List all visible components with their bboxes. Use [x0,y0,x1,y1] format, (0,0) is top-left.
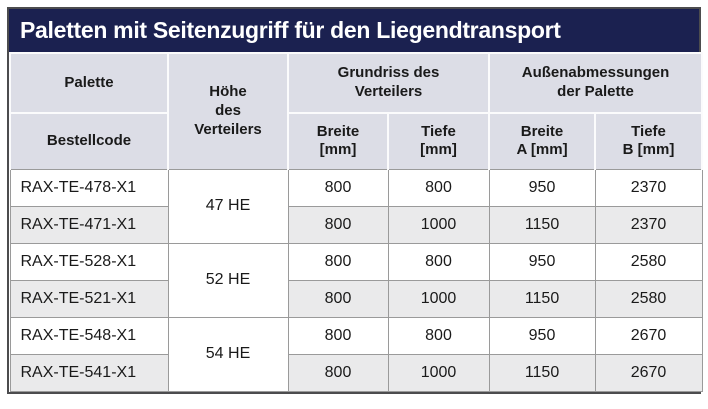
tiefe-b-cell: 2670 [594,316,703,355]
breite-cell: 800 [287,316,389,355]
tiefe-cell: 1000 [387,353,490,392]
pallet-spec-table: Palette Höhe des Verteilers Grundriss de… [9,52,704,392]
table-frame: Paletten mit Seitenzugriff für den Liege… [7,7,704,394]
table-row: RAX-TE-471-X1 800 1000 1150 2370 [9,205,703,244]
breite-cell: 800 [287,242,389,281]
bestellcode-cell: RAX-TE-478-X1 [9,168,169,207]
tiefe-cell: 800 [387,168,490,207]
col-header-palette: Palette [9,52,169,114]
breite-a-cell: 1150 [488,353,596,392]
bestellcode-cell: RAX-TE-541-X1 [9,353,169,392]
hoehe-cell: 52 HE [167,242,289,318]
tiefe-cell: 1000 [387,279,490,318]
breite-a-cell: 950 [488,316,596,355]
table-row: RAX-TE-541-X1 800 1000 1150 2670 [9,353,703,392]
table-row: RAX-TE-548-X1 54 HE 800 800 950 2670 [9,316,703,392]
header-row-groups: Palette Höhe des Verteilers Grundriss de… [9,52,704,170]
tiefe-b-cell: 2670 [594,353,703,392]
table-row: RAX-TE-478-X1 47 HE 800 800 950 2370 [9,168,703,244]
breite-a-cell: 950 [488,242,596,281]
tiefe-b-cell: 2370 [594,205,703,244]
breite-a-cell: 1150 [488,205,596,244]
breite-a-cell: 1150 [488,279,596,318]
col-header-tiefe-b-mm: Tiefe B [mm] [594,112,704,170]
page-title: Paletten mit Seitenzugriff für den Liege… [9,9,699,52]
bestellcode-cell: RAX-TE-521-X1 [9,279,169,318]
col-header-breite-a-mm: Breite A [mm] [488,112,597,170]
tiefe-b-cell: 2370 [594,168,703,207]
table-row: RAX-TE-528-X1 52 HE 800 800 950 2580 [9,242,703,318]
table-header: Palette Höhe des Verteilers Grundriss de… [9,52,704,170]
tiefe-b-cell: 2580 [594,279,703,318]
breite-a-cell: 950 [488,168,596,207]
col-header-hoehe-des-verteilers: Höhe des Verteilers [167,52,289,170]
header-row-columns: Bestellcode Breite [mm] Tiefe [mm] Breit… [9,112,704,170]
breite-cell: 800 [287,353,389,392]
tiefe-cell: 800 [387,242,490,281]
tiefe-cell: 1000 [387,205,490,244]
tiefe-b-cell: 2580 [594,242,703,281]
col-header-tiefe-mm: Tiefe [mm] [386,112,491,170]
col-header-breite-mm: Breite [mm] [287,112,389,170]
breite-cell: 800 [287,279,389,318]
bestellcode-cell: RAX-TE-471-X1 [9,205,169,244]
bestellcode-cell: RAX-TE-528-X1 [9,242,169,281]
col-group-aussenabmessungen-der-palette: Außenabmessungen der Palette [488,52,704,114]
bestellcode-cell: RAX-TE-548-X1 [9,316,169,355]
breite-cell: 800 [287,168,389,207]
breite-cell: 800 [287,205,389,244]
col-group-grundriss-des-verteilers: Grundriss des Verteilers [286,52,491,114]
hoehe-cell: 54 HE [167,316,289,392]
tiefe-cell: 800 [387,316,490,355]
hoehe-cell: 47 HE [167,168,289,244]
table-body: RAX-TE-478-X1 47 HE 800 800 950 2370 RAX… [9,168,703,392]
table-row: RAX-TE-521-X1 800 1000 1150 2580 [9,279,703,318]
col-header-bestellcode: Bestellcode [9,112,169,170]
